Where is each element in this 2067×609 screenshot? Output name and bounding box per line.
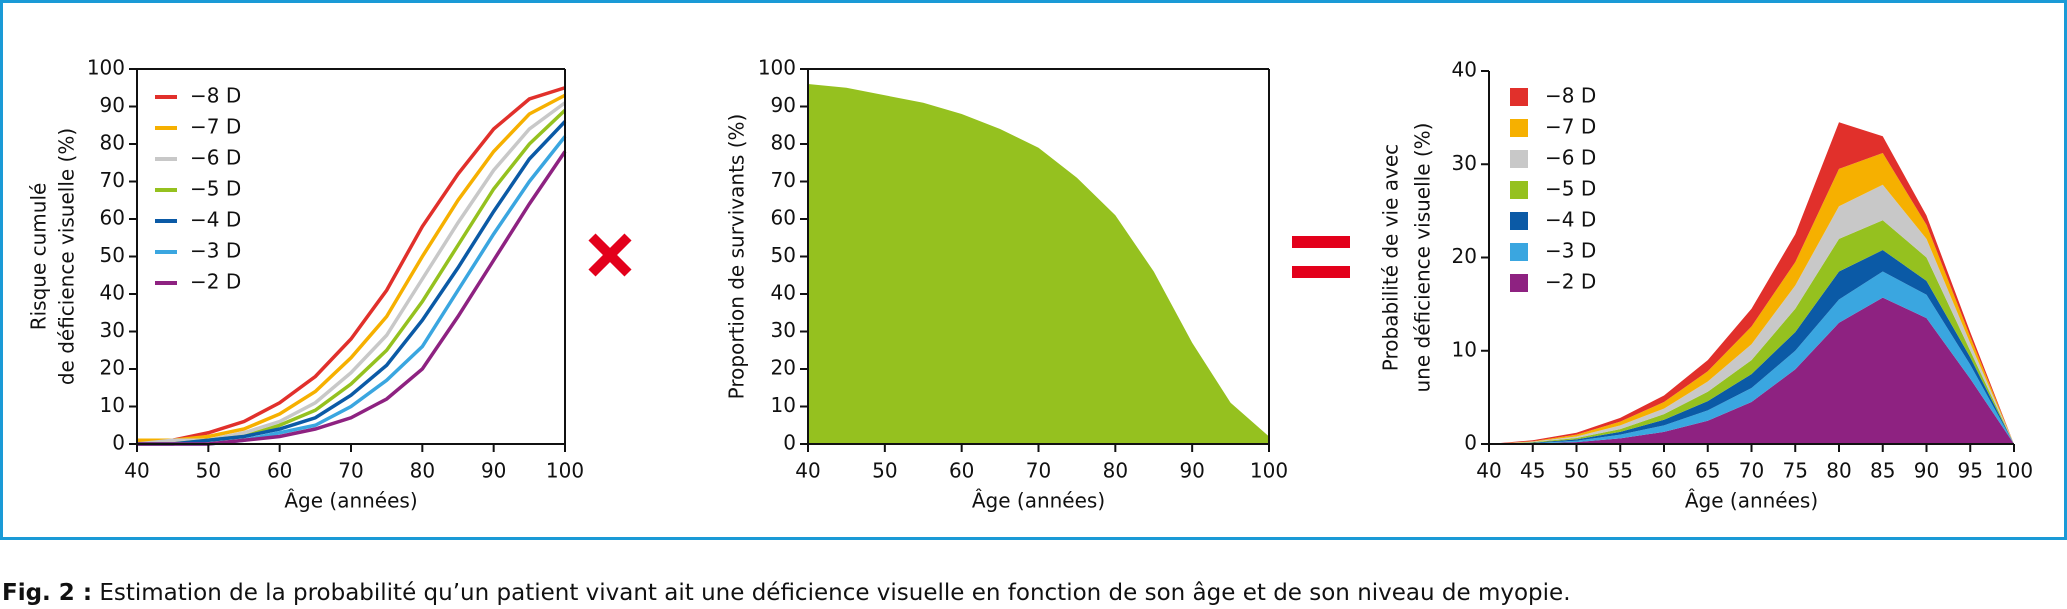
legend-label: −4 D: [190, 208, 241, 232]
y-tick-label: 70: [100, 168, 125, 192]
y-tick-label: 0: [1464, 431, 1477, 455]
y-tick-label: 60: [771, 206, 796, 230]
y-tick-label: 40: [100, 281, 125, 305]
equals-bar: [1292, 236, 1350, 248]
x-tick-label: 40: [124, 459, 149, 483]
legend-marker: [1510, 212, 1528, 230]
x-tick-label: 70: [1739, 459, 1764, 483]
legend-marker: [1510, 181, 1528, 199]
x-tick-label: 65: [1695, 459, 1720, 483]
x-tick-label: 100: [1250, 459, 1288, 483]
y-tick-label: 10: [771, 393, 796, 417]
y-tick-label: 90: [100, 93, 125, 117]
legend-label: −2 D: [1545, 270, 1596, 294]
y-tick-label: 20: [100, 356, 125, 380]
legend-label: −5 D: [190, 177, 241, 201]
times-stroke: [588, 233, 632, 277]
y-tick-label: 80: [100, 131, 125, 155]
y-tick-label: 90: [771, 93, 796, 117]
x-tick-label: 70: [338, 459, 363, 483]
caption-text: Estimation de la probabilité qu’un patie…: [99, 580, 1571, 606]
x-tick-label: 80: [410, 459, 435, 483]
caption-label: Fig. 2 :: [2, 580, 93, 606]
legend-label: −8 D: [1545, 84, 1596, 108]
x-axis-label: Âge (années): [1685, 489, 1818, 513]
y-tick-label: 70: [771, 168, 796, 192]
legend-label: −4 D: [1545, 208, 1596, 232]
x-tick-label: 50: [1564, 459, 1589, 483]
y-tick-label: 100: [87, 56, 125, 80]
legend-label: −6 D: [190, 146, 241, 170]
x-tick-label: 100: [1995, 459, 2033, 483]
x-tick-label: 75: [1783, 459, 1808, 483]
y-tick-label: 30: [100, 318, 125, 342]
y-axis-label: une déficience visuelle (%): [1411, 123, 1435, 393]
x-tick-label: 90: [481, 459, 506, 483]
legend-marker: [1510, 119, 1528, 137]
x-tick-label: 55: [1608, 459, 1633, 483]
y-axis-label: Risque cumulé: [27, 183, 51, 331]
y-axis-label: Proportion de survivants (%): [725, 114, 749, 400]
y-tick-label: 10: [100, 393, 125, 417]
legend-label: −7 D: [190, 115, 241, 139]
legend-marker: [1510, 243, 1528, 261]
y-tick-label: 30: [1452, 151, 1477, 175]
x-tick-label: 50: [872, 459, 897, 483]
legend-marker: [1510, 150, 1528, 168]
y-tick-label: 20: [771, 356, 796, 380]
x-tick-label: 50: [196, 459, 221, 483]
x-tick-label: 40: [795, 459, 820, 483]
y-tick-label: 80: [771, 131, 796, 155]
y-tick-label: 30: [771, 318, 796, 342]
x-tick-label: 60: [1651, 459, 1676, 483]
x-tick-label: 100: [546, 459, 584, 483]
times-symbol: [588, 233, 632, 277]
caption: Fig. 2 : Estimation de la probabilité qu…: [2, 580, 1571, 606]
figure-frame: [0, 0, 2067, 540]
x-tick-label: 95: [1958, 459, 1983, 483]
x-axis-label: Âge (années): [972, 489, 1105, 513]
y-tick-label: 40: [1452, 58, 1477, 82]
data-line: [137, 120, 567, 446]
x-tick-label: 85: [1870, 459, 1895, 483]
x-tick-label: 45: [1520, 459, 1545, 483]
data-line: [137, 93, 566, 442]
legend-label: −3 D: [190, 239, 241, 263]
x-tick-label: 80: [1826, 459, 1851, 483]
x-tick-label: 70: [1026, 459, 1051, 483]
legend-label: −3 D: [1545, 239, 1596, 263]
y-tick-label: 100: [758, 56, 796, 80]
y-tick-label: 50: [771, 243, 796, 267]
x-tick-label: 90: [1179, 459, 1204, 483]
x-tick-label: 90: [1914, 459, 1939, 483]
legend-label: −7 D: [1545, 115, 1596, 139]
legend-label: −2 D: [190, 270, 241, 294]
y-axis-label: de déficience visuelle (%): [55, 128, 79, 385]
y-tick-label: 20: [1452, 244, 1477, 268]
legend-marker: [1510, 274, 1528, 292]
x-tick-label: 80: [1103, 459, 1128, 483]
stacked-area: [1489, 297, 2014, 444]
x-axis-label: Âge (années): [284, 489, 417, 513]
equals-bar: [1292, 266, 1350, 278]
legend-label: −5 D: [1545, 177, 1596, 201]
x-tick-label: 40: [1476, 459, 1501, 483]
data-area: [808, 84, 1269, 444]
x-tick-label: 60: [949, 459, 974, 483]
y-tick-label: 40: [771, 281, 796, 305]
legend-label: −8 D: [190, 84, 241, 108]
legend-label: −6 D: [1545, 146, 1596, 170]
legend-marker: [1510, 88, 1528, 106]
y-tick-label: 0: [783, 431, 796, 455]
data-line: [137, 86, 566, 442]
y-tick-label: 60: [100, 206, 125, 230]
y-tick-label: 0: [112, 431, 125, 455]
y-axis-label: Probabilité de vie avec: [1379, 144, 1403, 371]
y-tick-label: 10: [1452, 337, 1477, 361]
y-tick-label: 50: [100, 243, 125, 267]
x-tick-label: 60: [267, 459, 292, 483]
